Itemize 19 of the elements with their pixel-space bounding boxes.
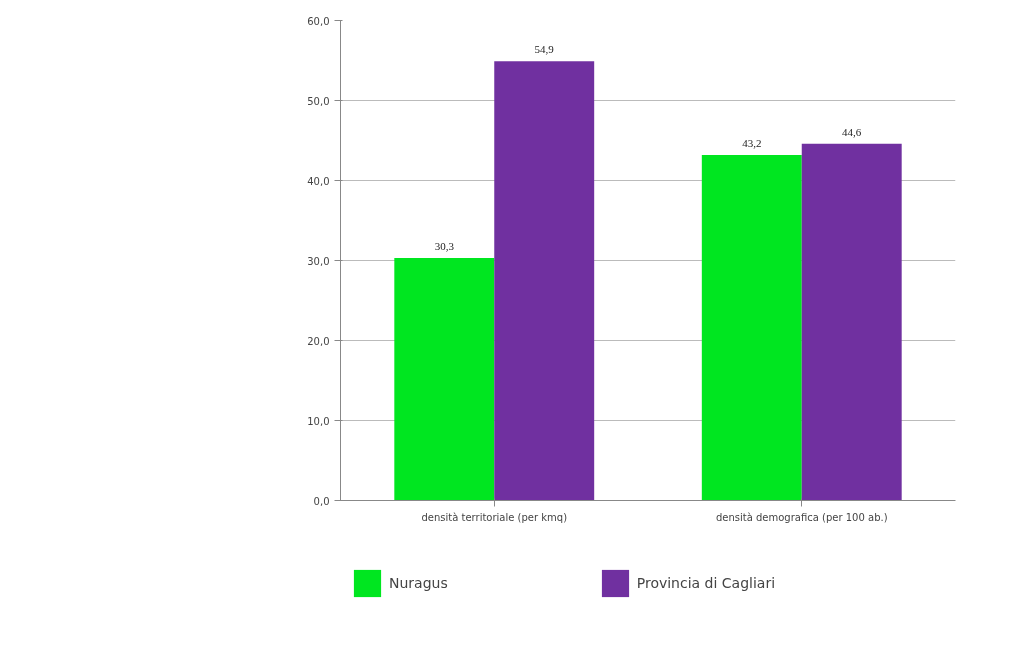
legend-label: Nuragus [389, 575, 448, 591]
y-tick-label: 10,0 [307, 415, 330, 427]
y-tick-label: 50,0 [307, 95, 330, 107]
y-tick-label: 0,0 [313, 495, 330, 507]
y-tick-label: 40,0 [307, 175, 330, 187]
bar [494, 61, 595, 501]
legend-label: Provincia di Cagliari [636, 575, 776, 591]
bar [801, 143, 902, 501]
data-label: 43,2 [742, 136, 762, 149]
data-label: 44,6 [842, 125, 862, 138]
y-tick-label: 30,0 [307, 255, 330, 267]
y-tick-label: 60,0 [307, 15, 330, 27]
data-label: 30,3 [434, 240, 455, 253]
bar [701, 154, 802, 501]
data-label: 54,9 [534, 43, 555, 56]
x-tick-label: densità territoriale (per kmq) [421, 511, 568, 523]
y-tick-label: 20,0 [307, 335, 330, 347]
x-tick-label: densità demografica (per 100 ab.) [715, 511, 888, 523]
bar [394, 258, 495, 501]
